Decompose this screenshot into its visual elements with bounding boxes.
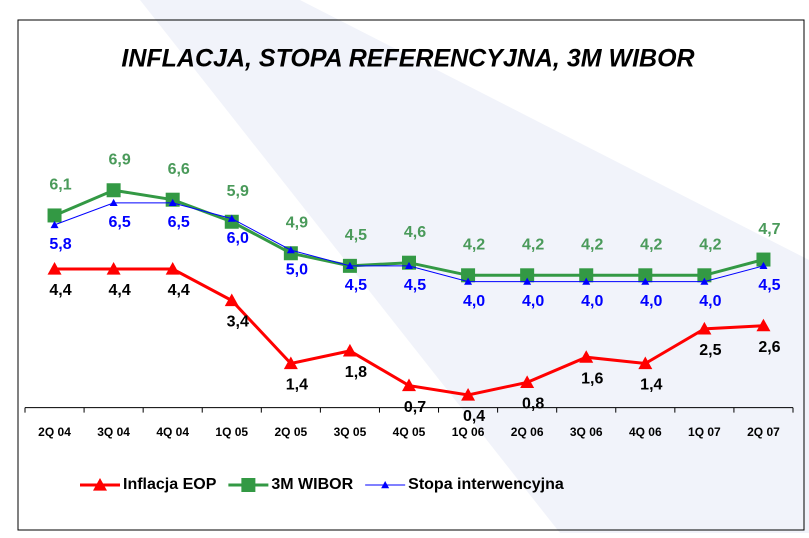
data-label: 1,6 — [581, 370, 603, 387]
data-point — [227, 214, 236, 222]
legend-label: Inflacja EOP — [123, 476, 217, 493]
x-tick-label: 3Q 05 — [334, 425, 367, 439]
data-label: 4,2 — [699, 237, 721, 254]
data-label: 4,2 — [522, 237, 544, 254]
x-tick-label: 2Q 05 — [274, 425, 307, 439]
data-label: 6,6 — [168, 161, 190, 178]
data-point — [641, 277, 650, 285]
data-point — [638, 268, 653, 283]
data-label: 1,8 — [345, 364, 367, 381]
data-point — [286, 246, 295, 254]
data-label: 6,9 — [108, 151, 130, 168]
data-label: 0,8 — [522, 396, 544, 413]
data-label: 4,4 — [168, 282, 190, 299]
data-point — [756, 252, 771, 267]
data-point — [461, 388, 476, 401]
chart-title: INFLACJA, STOPA REFERENCYJNA, 3M WIBOR — [121, 45, 694, 73]
data-label: 4,0 — [581, 293, 603, 310]
data-point — [579, 268, 594, 283]
data-label: 4,0 — [522, 293, 544, 310]
data-point — [523, 277, 532, 285]
data-label: 4,5 — [404, 277, 426, 294]
data-point — [520, 375, 535, 388]
data-label: 6,1 — [49, 177, 71, 194]
data-label: 2,6 — [758, 339, 780, 356]
data-label: 4,0 — [699, 293, 721, 310]
data-point — [402, 378, 416, 392]
watermark — [140, 0, 809, 533]
data-label: 0,7 — [404, 399, 426, 416]
x-tick-label: 2Q 07 — [747, 425, 780, 439]
data-label: 6,5 — [108, 214, 130, 231]
data-label: 4,4 — [49, 282, 71, 299]
data-label: 4,7 — [758, 221, 780, 238]
data-point — [697, 321, 712, 335]
data-label: 4,5 — [345, 277, 367, 294]
x-tick-label: 4Q 06 — [629, 425, 662, 439]
legend-label: Stopa interwencyjna — [408, 476, 564, 493]
legend-marker — [93, 478, 107, 491]
data-label: 5,8 — [49, 236, 71, 253]
data-point — [283, 356, 298, 370]
data-point — [759, 261, 768, 270]
data-label: 4,5 — [758, 277, 780, 294]
data-point — [461, 268, 476, 283]
legend-label: 3M WIBOR — [271, 476, 353, 493]
data-point — [47, 208, 62, 223]
data-point — [697, 268, 712, 283]
data-label: 1,4 — [640, 377, 662, 394]
data-point — [579, 350, 594, 363]
data-point — [106, 262, 121, 275]
data-point — [50, 220, 59, 229]
data-label: 2,5 — [699, 342, 721, 359]
x-tick-label: 1Q 07 — [688, 425, 721, 439]
data-point — [345, 261, 354, 270]
data-label: 4,5 — [345, 227, 367, 244]
data-point — [405, 261, 413, 270]
data-point — [168, 198, 177, 207]
data-label: 4,6 — [404, 224, 426, 241]
x-tick-label: 3Q 06 — [570, 425, 603, 439]
data-point — [582, 277, 591, 285]
x-tick-label: 1Q 05 — [215, 425, 248, 439]
data-label: 6,5 — [168, 214, 190, 231]
data-label: 4,0 — [463, 293, 485, 310]
data-point — [700, 277, 709, 285]
data-label: 1,4 — [286, 377, 308, 394]
data-label: 6,0 — [227, 230, 249, 247]
data-label: 4,9 — [286, 214, 308, 231]
data-point — [224, 293, 239, 307]
data-label: 4,2 — [581, 237, 603, 254]
data-point — [47, 262, 62, 275]
data-label: 3,4 — [227, 314, 249, 331]
data-point — [165, 262, 180, 275]
legend-marker — [381, 481, 390, 489]
data-label: 5,9 — [227, 183, 249, 200]
data-point — [756, 318, 771, 332]
legend-marker — [241, 478, 256, 492]
data-point — [464, 277, 473, 285]
data-point — [109, 198, 118, 207]
data-label: 4,2 — [463, 237, 485, 254]
x-tick-label: 3Q 04 — [97, 425, 130, 439]
data-label: 0,4 — [463, 408, 485, 425]
frame — [17, 19, 805, 531]
data-point — [342, 343, 357, 357]
data-point — [638, 356, 653, 370]
x-tick-label: 1Q 06 — [452, 425, 485, 439]
x-tick-label: 2Q 04 — [38, 425, 71, 439]
data-label: 4,4 — [108, 282, 130, 299]
data-point — [106, 183, 121, 198]
data-point — [520, 268, 535, 283]
data-label: 4,2 — [640, 237, 662, 254]
x-tick-label: 4Q 05 — [393, 425, 426, 439]
data-label: 4,0 — [640, 293, 662, 310]
x-tick-label: 2Q 06 — [511, 425, 544, 439]
x-tick-label: 4Q 04 — [156, 425, 189, 439]
data-label: 5,0 — [286, 261, 308, 278]
